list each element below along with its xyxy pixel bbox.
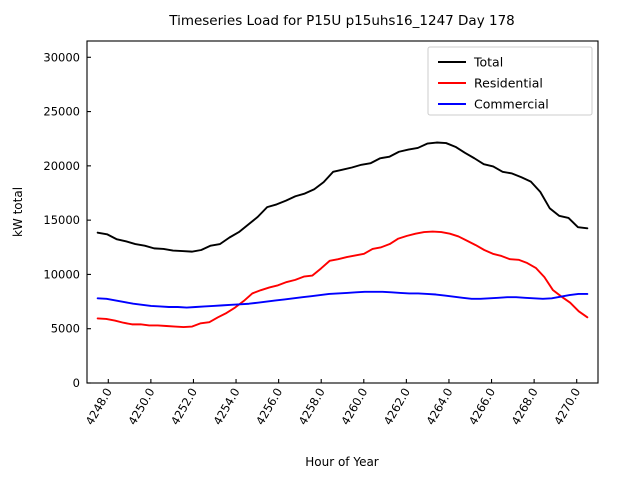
y-tick-label: 20000 bbox=[43, 159, 80, 173]
y-tick-label: 0 bbox=[73, 376, 80, 390]
chart-legend[interactable]: Total Residential Commercial bbox=[427, 46, 593, 116]
y-axis-label: kW total bbox=[11, 187, 25, 237]
chart-title: Timeseries Load for P15U p15uhs16_1247 D… bbox=[168, 13, 515, 29]
x-axis-label: Hour of Year bbox=[305, 455, 379, 469]
legend-label-total: Total bbox=[473, 55, 503, 70]
legend-box bbox=[427, 46, 593, 116]
axes-spines bbox=[86, 40, 599, 384]
data-series-group bbox=[96, 141, 589, 329]
y-tick-label: 5000 bbox=[51, 322, 80, 336]
series-line-total bbox=[96, 141, 589, 253]
y-tick-label: 10000 bbox=[43, 267, 80, 281]
legend-label-commercial: Commercial bbox=[474, 97, 549, 112]
series-line-commercial bbox=[96, 290, 589, 309]
y-tick-label: 30000 bbox=[43, 50, 80, 64]
y-tick-label: 25000 bbox=[43, 105, 80, 119]
y-tick-label: 15000 bbox=[43, 213, 80, 227]
series-line-residential bbox=[96, 230, 589, 329]
legend-label-residential: Residential bbox=[474, 76, 543, 91]
y-axis-ticks: 0 5000 10000 15000 20000 25000 30000 bbox=[43, 50, 91, 390]
